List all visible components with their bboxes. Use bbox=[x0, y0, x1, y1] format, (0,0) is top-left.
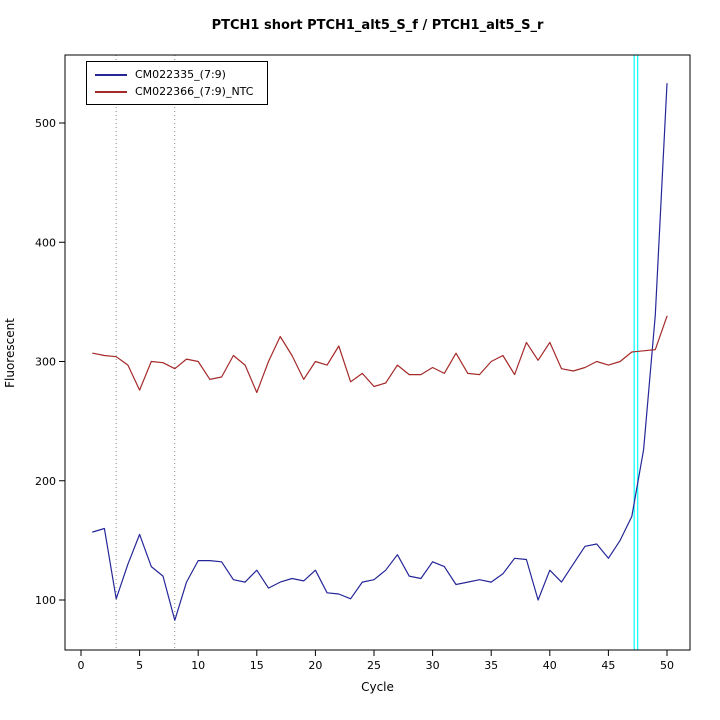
legend-label: CM022335_(7:9) bbox=[135, 68, 226, 81]
x-tick-label: 20 bbox=[308, 659, 322, 672]
legend-line-sample-series-1 bbox=[95, 90, 127, 93]
y-tick-label: 100 bbox=[35, 594, 56, 607]
x-tick-label: 25 bbox=[367, 659, 381, 672]
plot-border bbox=[64, 54, 691, 651]
threshold-vlines bbox=[633, 55, 639, 650]
y-tick-label: 500 bbox=[35, 117, 56, 130]
legend-line-sample-series-0 bbox=[95, 73, 127, 76]
legend-item: CM022366_(7:9)_NTC bbox=[95, 83, 253, 100]
y-tick-label: 300 bbox=[35, 356, 56, 369]
x-tick-label: 30 bbox=[426, 659, 440, 672]
x-axis-ticks: 0 5 10 15 20 25 30 35 40 45 50 bbox=[78, 650, 674, 672]
y-axis-ticks: 100 200 300 400 500 bbox=[35, 117, 65, 607]
y-tick-label: 400 bbox=[35, 236, 56, 249]
legend-label: CM022366_(7:9)_NTC bbox=[135, 85, 254, 98]
legend: CM022335_(7:9) CM022366_(7:9)_NTC bbox=[86, 61, 269, 105]
x-tick-label: 50 bbox=[660, 659, 674, 672]
x-tick-label: 10 bbox=[191, 659, 205, 672]
x-tick-label: 15 bbox=[250, 659, 264, 672]
x-tick-label: 0 bbox=[78, 659, 85, 672]
series-line-CM022335_(7:9) bbox=[92, 82, 668, 621]
chart-title: PTCH1 short PTCH1_alt5_S_f / PTCH1_alt5_… bbox=[211, 18, 544, 33]
x-tick-label: 35 bbox=[484, 659, 498, 672]
dotted-vlines bbox=[115, 55, 176, 650]
x-tick-label: 45 bbox=[601, 659, 615, 672]
x-tick-label: 5 bbox=[136, 659, 143, 672]
x-axis-label: Cycle bbox=[361, 680, 394, 694]
y-tick-label: 200 bbox=[35, 475, 56, 488]
y-axis-label: Fluorescent bbox=[3, 318, 17, 388]
x-tick-label: 40 bbox=[543, 659, 557, 672]
legend-item: CM022335_(7:9) bbox=[95, 66, 253, 83]
series-line-CM022366_(7:9)_NTC bbox=[92, 315, 668, 394]
